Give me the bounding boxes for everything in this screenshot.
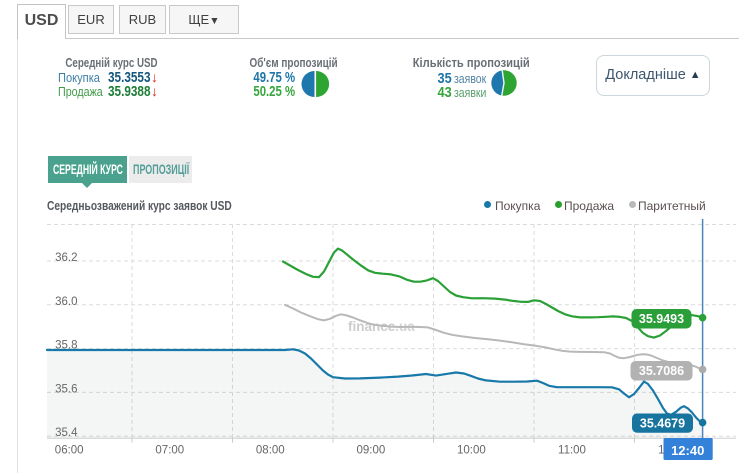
svg-text:35.6: 35.6 <box>55 383 77 395</box>
svg-text:10:00: 10:00 <box>457 445 486 457</box>
svg-text:35.8: 35.8 <box>55 340 77 352</box>
svg-text:09:00: 09:00 <box>357 445 386 457</box>
svg-text:08:00: 08:00 <box>256 445 285 457</box>
svg-text:11:00: 11:00 <box>558 445 586 457</box>
svg-text:06:00: 06:00 <box>55 445 84 457</box>
svg-text:07:00: 07:00 <box>155 445 184 457</box>
svg-text:36.0: 36.0 <box>55 296 77 308</box>
svg-text:35.4679: 35.4679 <box>640 417 685 431</box>
svg-text:35.4: 35.4 <box>55 427 78 439</box>
svg-text:12:40: 12:40 <box>671 443 704 458</box>
svg-text:36.2: 36.2 <box>55 252 77 264</box>
svg-text:35.7086: 35.7086 <box>639 364 684 378</box>
svg-text:35.9493: 35.9493 <box>639 312 684 326</box>
